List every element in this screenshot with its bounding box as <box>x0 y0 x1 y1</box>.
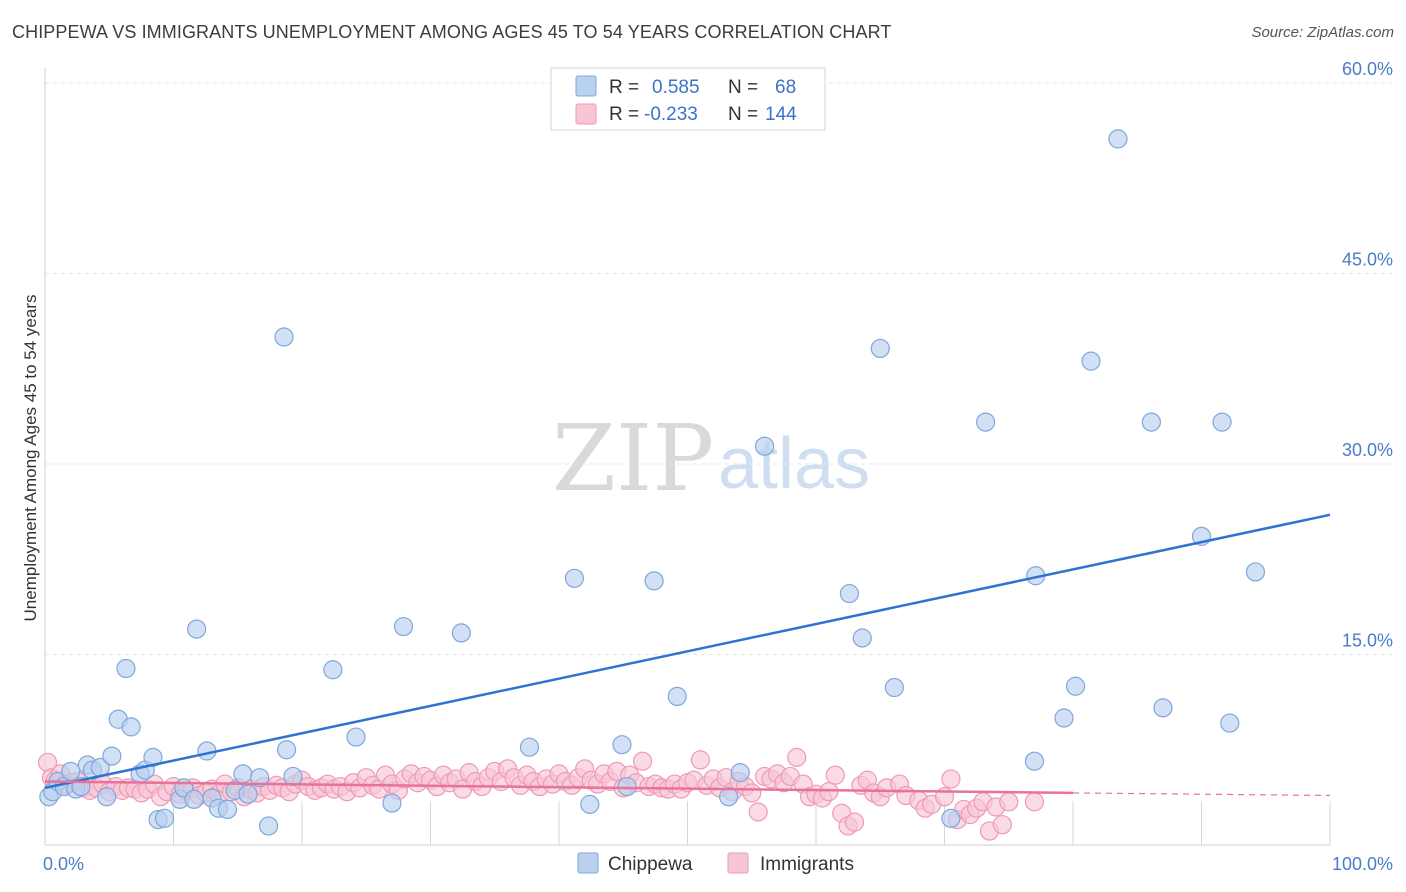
chippewa-point <box>519 737 540 757</box>
immigrants-r-value: -0.233 <box>644 104 698 125</box>
chippewa-point <box>258 816 279 836</box>
immigrants-point <box>787 747 807 767</box>
chippewa-point <box>323 660 343 680</box>
immigrants-point <box>999 792 1019 812</box>
chippewa-point <box>276 740 297 760</box>
chippewa-point <box>61 761 81 781</box>
source-credit: Source: ZipAtlas.com <box>1251 24 1394 41</box>
chippewa-point <box>1054 708 1074 728</box>
chippewa-point <box>217 799 238 820</box>
chippewa-point <box>754 436 775 456</box>
chippewa-point <box>102 746 122 766</box>
chippewa-point <box>564 568 585 588</box>
chippewa-point <box>154 808 175 828</box>
chippewa-point <box>976 412 996 432</box>
immigrants-point <box>632 751 653 771</box>
chippewa-point <box>667 686 687 707</box>
chippewa-point <box>283 766 303 787</box>
axes <box>44 68 1331 846</box>
chippewa-point <box>249 768 270 788</box>
immigrants-trend-extension <box>1072 792 1331 797</box>
chippewa-point <box>233 764 253 784</box>
chippewa-point <box>617 776 637 797</box>
chippewa-point <box>1220 713 1240 733</box>
immigrants-point <box>844 812 865 832</box>
chippewa-n-label: N = <box>728 77 758 98</box>
immigrants-point <box>742 783 762 803</box>
immigrants-point <box>992 815 1012 835</box>
immigrants-n-value: 144 <box>765 104 797 125</box>
chippewa-point <box>274 327 294 347</box>
chippewa-n-value: 68 <box>775 77 796 98</box>
immigrants-n-label: N = <box>728 104 758 125</box>
chippewa-point <box>852 628 872 648</box>
chippewa-point <box>393 616 414 637</box>
chippewa-series-label: Chippewa <box>608 854 693 875</box>
chippewa-point <box>941 808 961 828</box>
chippewa-point <box>870 338 890 359</box>
x-tick-label: 0.0% <box>43 854 84 874</box>
immigrants-series-label: Immigrants <box>760 854 854 875</box>
x-tick-label: 100.0% <box>1332 854 1393 874</box>
chippewa-point <box>116 658 136 679</box>
y-tick-label: 45.0% <box>1342 250 1393 270</box>
stats-legend-box <box>550 67 826 131</box>
chippewa-point <box>580 794 600 814</box>
chippewa-point <box>839 583 860 604</box>
watermark-zip: ZIP <box>552 405 714 512</box>
grid-lines <box>45 82 1392 655</box>
chippewa-point <box>382 793 402 813</box>
chippewa-point <box>1212 412 1232 432</box>
y-tick-label: 30.0% <box>1342 440 1393 460</box>
y-tick-label: 60.0% <box>1342 59 1393 79</box>
chippewa-point <box>238 784 258 804</box>
chippewa-point <box>1065 676 1086 696</box>
chippewa-point <box>143 747 163 767</box>
chippewa-point <box>1081 351 1101 371</box>
chippewa-point <box>1024 751 1045 771</box>
immigrants-point <box>1024 792 1045 812</box>
chippewa-point <box>187 619 207 639</box>
chippewa-point <box>1108 129 1128 149</box>
immigrants-point <box>690 750 710 770</box>
trend-lines <box>44 513 1331 797</box>
chippewa-point <box>719 787 739 807</box>
series-legend: Chippewa Immigrants <box>577 852 854 875</box>
chippewa-r-label: R = <box>609 77 639 98</box>
chippewa-point <box>1153 698 1173 718</box>
chippewa-point <box>644 571 664 591</box>
x-tick-labels: 0.0% 100.0% <box>43 854 1393 874</box>
stats-legend: R = 0.585 N = 68 R = -0.233 N = 144 <box>550 67 826 131</box>
chippewa-point <box>121 717 141 737</box>
immigrants-trend-line <box>44 780 1074 795</box>
immigrants-point <box>819 782 839 802</box>
immigrants-r-label: R = <box>609 104 639 125</box>
chippewa-point <box>184 789 204 809</box>
chippewa-r-value: 0.585 <box>652 77 700 98</box>
y-tick-label: 15.0% <box>1342 631 1393 651</box>
y-axis-label: Unemployment Among Ages 45 to 54 years <box>21 295 40 622</box>
immigrants-series-swatch <box>727 852 749 874</box>
chippewa-point <box>1245 562 1266 582</box>
chippewa-legend-swatch <box>575 75 597 97</box>
chippewa-point <box>451 623 471 643</box>
chart-title: CHIPPEWA VS IMMIGRANTS UNEMPLOYMENT AMON… <box>12 22 892 42</box>
y-tick-labels: 15.0% 30.0% 45.0% 60.0% <box>1342 59 1393 651</box>
chippewa-point <box>97 787 117 807</box>
chippewa-series-swatch <box>577 852 599 874</box>
chippewa-trend-line <box>44 513 1331 790</box>
chippewa-point <box>612 735 632 755</box>
immigrants-legend-swatch <box>575 103 597 125</box>
chippewa-point <box>730 763 750 783</box>
chippewa-point <box>1141 412 1161 432</box>
immigrants-point <box>748 802 768 822</box>
immigrants-point <box>941 769 961 789</box>
chippewa-point <box>346 727 366 747</box>
chippewa-point <box>884 677 904 698</box>
immigrants-point <box>825 765 845 785</box>
